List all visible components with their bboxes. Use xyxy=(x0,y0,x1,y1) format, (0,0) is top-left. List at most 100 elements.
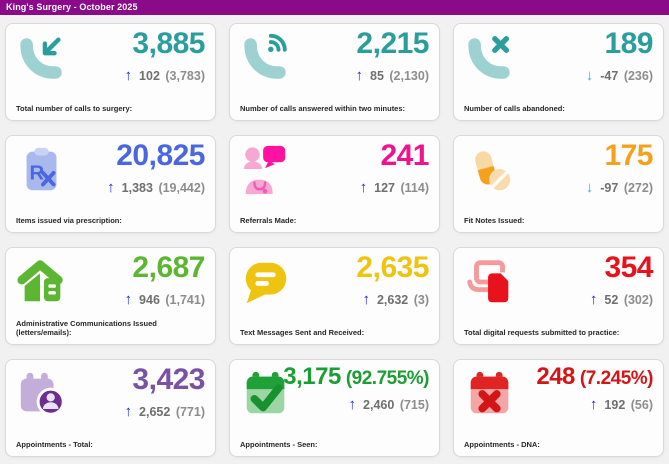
change-value: 192 xyxy=(604,398,626,413)
stat-numbers: 175 ↓ -97 (272) xyxy=(586,139,654,196)
stat-value: 189 xyxy=(604,27,653,60)
stat-card-text-messages[interactable]: 2,635 ↑ 2,632 (3) Text Messages Sent and … xyxy=(229,247,440,345)
stat-numbers: 2,687 ↑ 946 (1,741) xyxy=(125,251,206,308)
stat-value: 20,825 xyxy=(116,139,205,172)
stat-value: 2,687 xyxy=(132,251,205,284)
calendar-x-icon xyxy=(463,367,519,423)
stat-label: Number of calls abandoned: xyxy=(464,104,565,113)
stat-value-line: 175 xyxy=(586,139,653,172)
stat-label: Total number of calls to surgery: xyxy=(16,104,133,113)
trend-arrow: ↑ xyxy=(589,290,598,308)
stat-change-line: ↑ 192 (56) xyxy=(536,396,653,413)
stat-numbers: 3,885 ↑ 102 (3,783) xyxy=(124,27,206,84)
stat-card-referrals[interactable]: 241 ↑ 127 (114) Referrals Made: xyxy=(229,135,440,233)
trend-arrow: ↑ xyxy=(124,290,133,308)
stat-value-line: 2,635 xyxy=(356,251,429,284)
stat-label: Appointments - Seen: xyxy=(240,440,318,449)
stat-label: Total digital requests submitted to prac… xyxy=(464,328,620,337)
stat-card-prescriptions[interactable]: R 20,825 ↑ 1,383 (19,442) Items issued vi… xyxy=(5,135,216,233)
stat-card-admin-communications[interactable]: 2,687 ↑ 946 (1,741) Administrative Commun… xyxy=(5,247,216,345)
change-value: 2,652 xyxy=(139,404,171,419)
stat-change-line: ↓ -97 (272) xyxy=(586,179,653,196)
prescription-rx-icon: R xyxy=(15,143,71,199)
stat-change-line: ↑ 52 (302) xyxy=(590,291,653,308)
stat-numbers: 2,215 ↑ 85 (2,130) xyxy=(356,28,430,84)
stat-numbers: 20,825 ↑ 1,383 (19,442) xyxy=(107,139,205,196)
change-value: -47 xyxy=(600,68,619,83)
trend-arrow: ↑ xyxy=(348,396,357,414)
stat-change-line: ↑ 2,652 (771) xyxy=(125,403,205,420)
change-value: -97 xyxy=(600,180,619,195)
stat-label: Items issued via prescription: xyxy=(16,216,122,225)
previous-value: (114) xyxy=(400,180,430,195)
trend-arrow: ↑ xyxy=(362,290,370,308)
stat-value: 354 xyxy=(604,251,653,284)
stat-card-calls-answered[interactable]: 2,215 ↑ 85 (2,130) Number of calls answer… xyxy=(229,23,440,121)
stat-label: Administrative Communications Issued (le… xyxy=(16,319,157,337)
change-value: 85 xyxy=(370,68,384,83)
phone-incoming-icon xyxy=(15,31,71,87)
stat-label: Number of calls answered within two minu… xyxy=(240,104,406,113)
stat-value-line: 189 xyxy=(586,27,653,60)
stat-label: Referrals Made: xyxy=(240,216,297,225)
stat-value-line: 354 xyxy=(590,251,653,284)
previous-value: (771) xyxy=(175,404,205,419)
stat-card-appointments-dna[interactable]: 248 (7.245%) ↑ 192 (56) Appointments - DNA… xyxy=(453,359,664,457)
stat-numbers: 189 ↓ -47 (236) xyxy=(586,27,654,84)
previous-value: (2,130) xyxy=(389,68,429,83)
trend-arrow: ↑ xyxy=(355,66,364,84)
previous-value: (3,783) xyxy=(165,68,205,83)
change-value: 127 xyxy=(374,180,396,195)
previous-value: (56) xyxy=(630,398,653,413)
phone-answered-icon xyxy=(239,31,295,87)
stat-card-calls-total[interactable]: 3,885 ↑ 102 (3,783) Total number of calls… xyxy=(5,23,216,121)
change-value: 2,632 xyxy=(376,292,409,307)
laptop-document-icon xyxy=(463,255,519,311)
previous-value: (272) xyxy=(623,180,653,195)
svg-text:R: R xyxy=(29,163,44,185)
stat-value-line: 20,825 xyxy=(107,139,205,172)
previous-value: (19,442) xyxy=(158,180,205,195)
stat-value: 175 xyxy=(604,139,653,172)
stat-change-line: ↑ 85 (2,130) xyxy=(356,67,430,84)
stat-change-line: ↑ 946 (1,741) xyxy=(125,291,205,308)
stat-label: Fit Notes Issued: xyxy=(464,216,525,225)
stat-percent: (7.245%) xyxy=(579,368,654,389)
stat-card-appointments-seen[interactable]: 3,175 (92.755%) ↑ 2,460 (715) Appointments… xyxy=(229,359,440,457)
stat-value-line: 3,175 (92.755%) xyxy=(283,364,430,389)
stat-value: 3,885 xyxy=(132,27,205,60)
trend-arrow: ↑ xyxy=(107,178,115,196)
stat-value: 2,635 xyxy=(356,251,429,284)
stat-numbers: 354 ↑ 52 (302) xyxy=(590,251,654,308)
stat-value-line: 248 (7.245%) xyxy=(536,363,654,390)
stat-card-appointments-total[interactable]: 3,423 ↑ 2,652 (771) Appointments - Total: xyxy=(5,359,216,457)
stat-value: 241 xyxy=(380,139,429,172)
trend-arrow: ↑ xyxy=(359,178,368,196)
change-value: 102 xyxy=(139,68,160,83)
kpi-grid: 3,885 ↑ 102 (3,783) Total number of calls… xyxy=(0,15,669,457)
previous-value: (1,741) xyxy=(165,292,205,307)
trend-arrow: ↑ xyxy=(124,66,133,84)
stat-card-calls-abandoned[interactable]: 189 ↓ -47 (236) Number of calls abandoned… xyxy=(453,23,664,121)
stat-card-digital-requests[interactable]: 354 ↑ 52 (302) Total digital requests sub… xyxy=(453,247,664,345)
previous-value: (302) xyxy=(623,292,653,307)
stat-label: Appointments - DNA: xyxy=(464,440,540,449)
stat-label: Appointments - Total: xyxy=(16,440,93,449)
stat-numbers: 248 (7.245%) ↑ 192 (56) xyxy=(536,363,654,413)
app-title-bar: King's Surgery - October 2025 xyxy=(0,0,669,15)
trend-arrow: ↓ xyxy=(585,178,594,196)
stat-label: Text Messages Sent and Received: xyxy=(240,328,365,337)
pills-icon xyxy=(463,143,519,199)
stat-numbers: 241 ↑ 127 (114) xyxy=(359,139,430,196)
change-value: 52 xyxy=(604,292,619,307)
house-letter-icon xyxy=(15,255,71,311)
stat-percent: (92.755%) xyxy=(345,368,430,389)
previous-value: (715) xyxy=(399,398,429,413)
stat-value: 248 xyxy=(536,363,575,390)
change-value: 946 xyxy=(139,292,160,307)
stat-value-line: 3,885 xyxy=(125,27,205,60)
stat-card-fit-notes[interactable]: 175 ↓ -97 (272) Fit Notes Issued: xyxy=(453,135,664,233)
stat-change-line: ↑ 2,460 (715) xyxy=(283,396,429,413)
stat-change-line: ↑ 1,383 (19,442) xyxy=(107,179,205,196)
stat-change-line: ↓ -47 (236) xyxy=(586,67,653,84)
